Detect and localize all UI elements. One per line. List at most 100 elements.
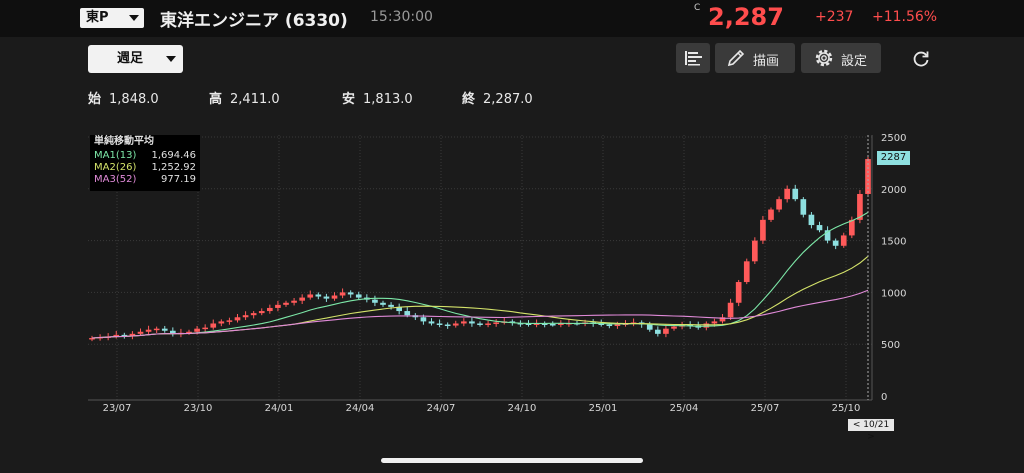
candle xyxy=(816,225,823,231)
candle xyxy=(461,321,467,324)
candle xyxy=(541,323,548,325)
candle xyxy=(735,282,742,303)
candle xyxy=(234,317,241,321)
candle xyxy=(153,328,160,331)
cursor-date-label[interactable]: < 10/21 > xyxy=(848,419,894,442)
candle xyxy=(808,214,815,226)
candle xyxy=(525,323,532,325)
x-tick-label: 24/07 xyxy=(427,403,456,414)
candle xyxy=(121,334,128,337)
candle xyxy=(606,324,613,327)
open-value: 1,848.0 xyxy=(109,92,159,107)
candle xyxy=(493,322,499,324)
candle xyxy=(800,199,807,215)
candle xyxy=(388,304,394,307)
candle xyxy=(824,230,831,241)
market-selector[interactable]: 東P xyxy=(80,8,144,28)
plot-area xyxy=(88,135,872,400)
candle xyxy=(598,323,605,325)
candle xyxy=(89,337,95,340)
open-label: 始 xyxy=(88,92,102,107)
price-change: +237 xyxy=(815,9,854,25)
ma1-line xyxy=(91,211,869,339)
open-stat: 始 1,848.0 xyxy=(88,88,159,107)
candle xyxy=(452,323,459,326)
low-value: 1,813.0 xyxy=(363,92,413,107)
refresh-icon[interactable] xyxy=(911,49,931,69)
high-label: 高 xyxy=(209,92,223,107)
stock-title: 東洋エンジニア (6330) xyxy=(160,11,348,31)
x-tick-label: 24/10 xyxy=(508,403,537,414)
candle xyxy=(137,331,144,334)
home-indicator[interactable] xyxy=(381,458,643,463)
ma2-value: 1,252.92 xyxy=(151,162,196,173)
candle xyxy=(210,323,217,328)
quote-time: 15:30:00 xyxy=(370,9,433,25)
draw-button[interactable]: 描画 xyxy=(715,43,795,73)
ma3-row: MA3(52) 977.19 xyxy=(90,174,200,186)
candle xyxy=(485,323,491,325)
candle xyxy=(202,327,208,330)
candle xyxy=(840,235,847,246)
candle xyxy=(646,324,653,330)
candle xyxy=(760,219,766,241)
candle xyxy=(849,219,855,236)
candle xyxy=(267,307,273,312)
candle xyxy=(226,320,233,322)
candle xyxy=(533,323,540,325)
candle xyxy=(832,240,839,246)
low-stat: 安 1,813.0 xyxy=(342,88,413,107)
candle xyxy=(194,328,200,332)
period-label: 週足 xyxy=(117,51,144,66)
chevron-down-icon xyxy=(129,15,139,21)
period-selector[interactable]: 週足 xyxy=(88,45,183,73)
candle xyxy=(380,302,386,305)
y-tick-label: 1000 xyxy=(881,288,906,299)
y-tick-label: 500 xyxy=(881,340,900,351)
candle xyxy=(396,306,402,312)
candle xyxy=(420,317,427,322)
candle xyxy=(776,199,782,210)
draw-label: 描画 xyxy=(753,54,780,69)
candle xyxy=(768,209,774,220)
candle xyxy=(250,313,257,316)
settings-button[interactable]: 設定 xyxy=(801,43,881,73)
candle xyxy=(170,330,176,334)
pencil-icon xyxy=(727,49,745,67)
current-price: 2,287 xyxy=(708,3,784,31)
candle xyxy=(792,188,799,200)
y-tick-label: 1500 xyxy=(881,237,906,248)
ma1-value: 1,694.46 xyxy=(151,150,196,161)
indicator-list-button[interactable] xyxy=(676,43,710,73)
candle xyxy=(291,300,297,303)
last-price-label: 2287 xyxy=(877,151,910,165)
candle xyxy=(129,333,136,336)
chevron-down-icon xyxy=(166,56,176,62)
candle xyxy=(703,323,710,328)
candle xyxy=(242,315,249,318)
candle xyxy=(663,328,669,334)
candle xyxy=(355,294,362,298)
x-tick-label: 23/10 xyxy=(184,403,213,414)
settings-label: 設定 xyxy=(841,54,868,69)
candle xyxy=(687,324,693,327)
candle xyxy=(655,329,661,334)
close-value: 2,287.0 xyxy=(483,92,533,107)
x-tick-label: 24/01 xyxy=(265,403,294,414)
candle xyxy=(258,311,265,314)
close-stat: 終 2,287.0 xyxy=(462,88,533,107)
y-tick-label: 0 xyxy=(881,392,887,403)
candle xyxy=(145,329,152,332)
candle xyxy=(558,323,564,325)
candle xyxy=(347,292,354,295)
close-flag: C xyxy=(694,3,701,13)
candle xyxy=(477,323,483,325)
y-tick-label: 2500 xyxy=(881,133,906,144)
candle xyxy=(727,302,734,318)
candle xyxy=(719,317,726,322)
candle xyxy=(436,323,443,325)
candle xyxy=(752,240,758,262)
ma2-row: MA2(26) 1,252.92 xyxy=(90,162,200,174)
candle xyxy=(331,295,338,299)
